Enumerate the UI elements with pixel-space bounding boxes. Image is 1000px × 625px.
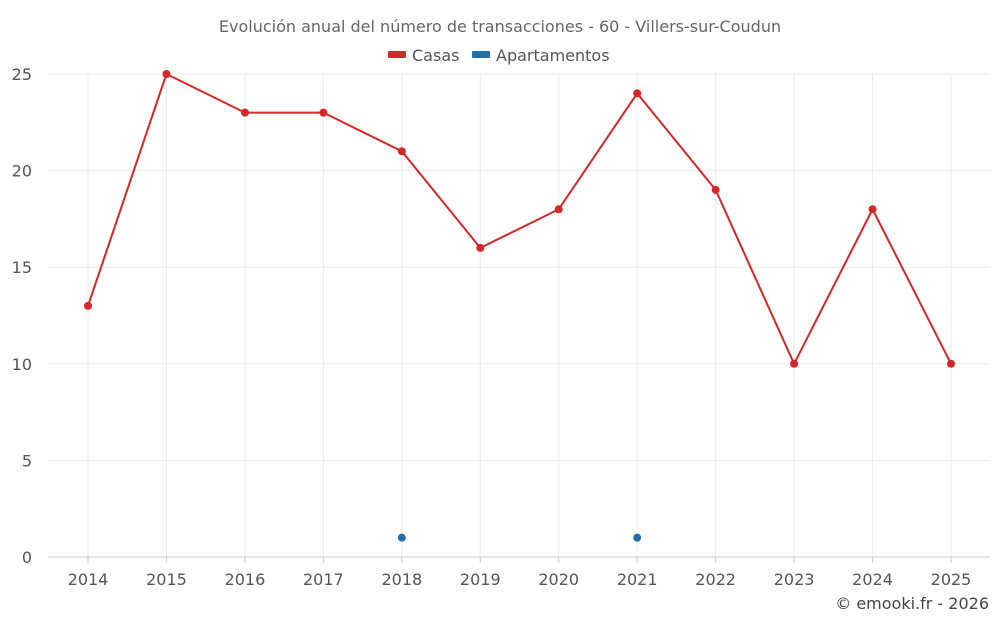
data-point-casas-2024[interactable] xyxy=(868,205,877,214)
data-point-apartamentos-2021[interactable] xyxy=(633,533,642,542)
data-point-casas-2014[interactable] xyxy=(84,301,92,310)
x-tick-label-2020: 2020 xyxy=(538,570,579,589)
y-tick-label-15: 15 xyxy=(12,258,32,277)
x-tick-label-2018: 2018 xyxy=(381,570,422,589)
data-point-casas-2016[interactable] xyxy=(240,108,249,117)
data-point-casas-2025[interactable] xyxy=(947,359,955,368)
legend-item-casas[interactable]: Casas xyxy=(388,46,459,65)
legend: Casas Apartamentos xyxy=(388,46,610,65)
series-layer xyxy=(84,70,955,542)
series-apartamentos xyxy=(397,533,642,542)
legend-label-casas: Casas xyxy=(412,46,459,65)
y-tick-label-0: 0 xyxy=(22,548,32,567)
x-tick-label-2022: 2022 xyxy=(695,570,736,589)
data-point-casas-2022[interactable] xyxy=(711,185,720,194)
legend-swatch-apartamentos xyxy=(472,51,490,58)
data-point-casas-2023[interactable] xyxy=(790,359,799,368)
y-tick-label-25: 25 xyxy=(12,65,32,84)
series-line-casas xyxy=(87,73,952,365)
y-tick-label-5: 5 xyxy=(22,451,32,470)
data-point-casas-2020[interactable] xyxy=(554,205,563,214)
y-axis-ticks: 0 5 10 15 20 25 xyxy=(12,65,32,567)
x-tick-label-2025: 2025 xyxy=(931,570,972,589)
x-tick-label-2016: 2016 xyxy=(225,570,266,589)
legend-label-apartamentos: Apartamentos xyxy=(496,46,610,65)
x-tick-label-2015: 2015 xyxy=(146,570,187,589)
chart-title: Evolución anual del número de transaccio… xyxy=(219,17,781,36)
y-tick-label-20: 20 xyxy=(12,162,32,181)
grid xyxy=(48,73,990,558)
y-tick-label-10: 10 xyxy=(12,355,32,374)
data-point-casas-2015[interactable] xyxy=(162,70,171,78)
legend-item-apartamentos[interactable]: Apartamentos xyxy=(472,46,610,65)
data-point-apartamentos-2018[interactable] xyxy=(397,533,406,542)
legend-swatch-casas xyxy=(388,51,406,58)
data-point-casas-2017[interactable] xyxy=(319,108,328,117)
x-tick-label-2017: 2017 xyxy=(303,570,344,589)
data-point-casas-2021[interactable] xyxy=(633,89,642,98)
x-tick-label-2024: 2024 xyxy=(852,570,893,589)
data-point-casas-2019[interactable] xyxy=(476,243,485,252)
x-tick-label-2023: 2023 xyxy=(774,570,815,589)
x-tick-label-2021: 2021 xyxy=(617,570,658,589)
credit-text: © emooki.fr - 2026 xyxy=(835,594,989,613)
x-axis-ticks: 2014 2015 2016 2017 2018 2019 2020 2021 2022 2023… xyxy=(68,557,972,589)
x-tick-label-2014: 2014 xyxy=(68,570,109,589)
x-tick-label-2019: 2019 xyxy=(460,570,501,589)
series-casas xyxy=(84,70,955,368)
data-point-casas-2018[interactable] xyxy=(397,147,406,156)
